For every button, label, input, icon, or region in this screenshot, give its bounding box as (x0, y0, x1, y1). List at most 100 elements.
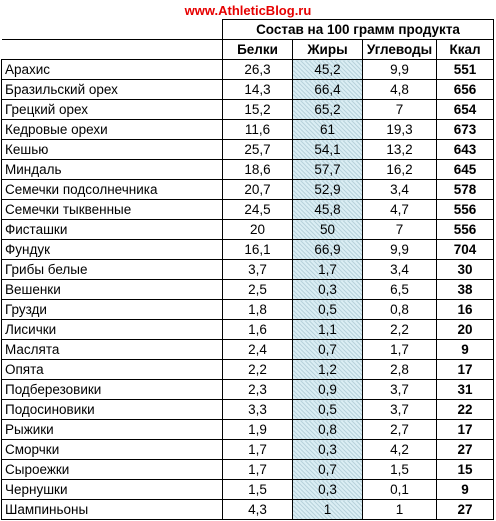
carbs-value: 0,1 (362, 479, 437, 500)
product-name: Кешью (1, 139, 223, 160)
protein-value: 1,7 (222, 459, 293, 480)
column-header-protein: Белки (222, 39, 293, 60)
table-row: Бразильский орех 14,3 66,4 4,8 656 (1, 79, 494, 100)
column-header-fat: Жиры (292, 39, 363, 60)
carbs-value: 3,4 (362, 259, 437, 280)
product-name: Арахис (1, 59, 223, 80)
protein-value: 1,6 (222, 319, 293, 340)
kcal-value: 30 (436, 259, 494, 280)
kcal-value: 643 (436, 139, 494, 160)
product-name: Шампиньоны (1, 499, 223, 520)
carbs-value: 1,7 (362, 339, 437, 360)
site-url: www.AthleticBlog.ru (184, 3, 312, 18)
protein-value: 24,5 (222, 199, 293, 220)
fat-value: 61 (292, 119, 363, 140)
kcal-value: 17 (436, 419, 494, 440)
group-header-row: Состав на 100 грамм продукта (1, 19, 494, 40)
kcal-value: 38 (436, 279, 494, 300)
fat-value: 0,7 (292, 339, 363, 360)
product-name: Миндаль (1, 159, 223, 180)
protein-value: 2,5 (222, 279, 293, 300)
product-name: Грецкий орех (1, 99, 223, 120)
kcal-value: 556 (436, 199, 494, 220)
fat-value: 66,9 (292, 239, 363, 260)
kcal-value: 31 (436, 379, 494, 400)
carbs-value: 9,9 (362, 239, 437, 260)
table-row: Арахис 26,3 45,2 9,9 551 (1, 59, 494, 80)
table-row: Вешенки 2,5 0,3 6,5 38 (1, 279, 494, 300)
fat-value: 1 (292, 499, 363, 520)
protein-value: 1,9 (222, 419, 293, 440)
protein-value: 16,1 (222, 239, 293, 260)
kcal-value: 16 (436, 299, 494, 320)
carbs-value: 13,2 (362, 139, 437, 160)
fat-value: 45,2 (292, 59, 363, 80)
kcal-value: 654 (436, 99, 494, 120)
protein-value: 25,7 (222, 139, 293, 160)
corner-cell (1, 19, 223, 40)
table-row: Опята 2,2 1,2 2,8 17 (1, 359, 494, 380)
protein-value: 11,6 (222, 119, 293, 140)
product-name: Семечки тыквенные (1, 199, 223, 220)
table-row: Рыжики 1,9 0,8 2,7 17 (1, 419, 494, 440)
table-row: Грузди 1,8 0,5 0,8 16 (1, 299, 494, 320)
protein-value: 2,4 (222, 339, 293, 360)
column-header-kcal: Ккал (436, 39, 494, 60)
protein-value: 3,7 (222, 259, 293, 280)
kcal-value: 27 (436, 439, 494, 460)
protein-value: 2,2 (222, 359, 293, 380)
kcal-value: 20 (436, 319, 494, 340)
protein-value: 1,7 (222, 439, 293, 460)
kcal-value: 22 (436, 399, 494, 420)
kcal-value: 15 (436, 459, 494, 480)
protein-value: 2,3 (222, 379, 293, 400)
fat-value: 1,2 (292, 359, 363, 380)
carbs-value: 19,3 (362, 119, 437, 140)
product-name: Грузди (1, 299, 223, 320)
product-name: Грибы белые (1, 259, 223, 280)
product-name: Кедровые орехи (1, 119, 223, 140)
carbs-value: 2,8 (362, 359, 437, 380)
protein-value: 3,3 (222, 399, 293, 420)
fat-value: 1,7 (292, 259, 363, 280)
table-row: Подосиновики 3,3 0,5 3,7 22 (1, 399, 494, 420)
column-header-row: Белки Жиры Углеводы Ккал (1, 39, 494, 60)
table-row: Грецкий орех 15,2 65,2 7 654 (1, 99, 494, 120)
table-row: Семечки тыквенные 24,5 45,8 4,7 556 (1, 199, 494, 220)
carbs-value: 7 (362, 219, 437, 240)
carbs-value: 4,7 (362, 199, 437, 220)
fat-value: 1,1 (292, 319, 363, 340)
protein-value: 20,7 (222, 179, 293, 200)
kcal-value: 578 (436, 179, 494, 200)
column-header-carbs: Углеводы (362, 39, 437, 60)
carbs-value: 2,2 (362, 319, 437, 340)
product-name: Подберезовики (1, 379, 223, 400)
nutrition-table: Состав на 100 грамм продукта Белки Жиры … (1, 19, 494, 520)
fat-value: 0,3 (292, 279, 363, 300)
carbs-value: 1,5 (362, 459, 437, 480)
fat-value: 45,8 (292, 199, 363, 220)
carbs-value: 3,7 (362, 379, 437, 400)
table-row: Миндаль 18,6 57,7 16,2 645 (1, 159, 494, 180)
carbs-value: 7 (362, 99, 437, 120)
product-name: Чернушки (1, 479, 223, 500)
fat-value: 0,8 (292, 419, 363, 440)
carbs-value: 2,7 (362, 419, 437, 440)
product-name: Фундук (1, 239, 223, 260)
kcal-value: 551 (436, 59, 494, 80)
fat-value: 0,7 (292, 459, 363, 480)
kcal-value: 17 (436, 359, 494, 380)
fat-value: 66,4 (292, 79, 363, 100)
protein-value: 15,2 (222, 99, 293, 120)
protein-value: 20 (222, 219, 293, 240)
table-row: Чернушки 1,5 0,3 0,1 9 (1, 479, 494, 500)
table-row: Фундук 16,1 66,9 9,9 704 (1, 239, 494, 260)
product-name: Подосиновики (1, 399, 223, 420)
fat-value: 0,5 (292, 299, 363, 320)
product-name: Семечки подсолнечника (1, 179, 223, 200)
product-name: Лисички (1, 319, 223, 340)
fat-value: 57,7 (292, 159, 363, 180)
table-row: Подберезовики 2,3 0,9 3,7 31 (1, 379, 494, 400)
carbs-value: 4,8 (362, 79, 437, 100)
kcal-value: 645 (436, 159, 494, 180)
